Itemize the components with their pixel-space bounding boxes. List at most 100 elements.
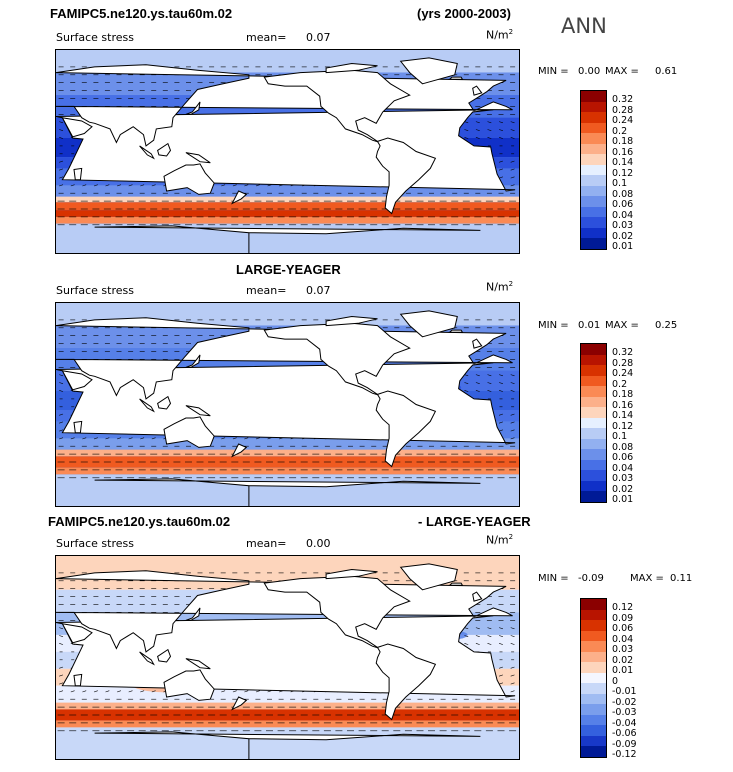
years-label: (yrs 2000-2003) [417, 6, 511, 21]
colorbar-tick-label: 0.16 [612, 399, 634, 411]
panel3-min-value: -0.09 [578, 573, 604, 584]
panel1-map [55, 49, 520, 254]
colorbar-cell [581, 714, 606, 726]
stress-band [56, 702, 519, 710]
land-mass [56, 64, 513, 147]
colorbar-tick-label: -0.09 [612, 738, 637, 750]
land-mass [399, 310, 458, 338]
colorbar-tick-label: 0.02 [612, 230, 634, 242]
colorbar-cell [581, 683, 606, 695]
colorbar-tick-label: 0.08 [612, 441, 634, 453]
land-mass [163, 163, 215, 195]
colorbar-cell [581, 599, 606, 611]
land-mass [448, 329, 464, 333]
land-mass [399, 563, 458, 591]
land-mass [448, 582, 464, 586]
colorbar-cell [581, 375, 606, 387]
colorbar-tick-label: 0.12 [612, 602, 634, 613]
colorbar-tick-label: 0.2 [612, 125, 628, 137]
stress-band [56, 449, 519, 457]
land-mass [157, 648, 172, 663]
colorbar-cell [581, 133, 606, 145]
colorbar-cell [581, 672, 606, 684]
colorbar-tick-label: 0.03 [612, 473, 634, 485]
panel2-max-label: MAX = [605, 320, 639, 331]
land-mass [185, 658, 211, 670]
colorbar-tick-label: 0.06 [612, 199, 634, 211]
land-mass [325, 568, 378, 580]
colorbar-tick-label: 0 [612, 675, 619, 687]
panel3-mean-value: 0.00 [306, 537, 331, 550]
colorbar-cell [581, 693, 606, 705]
colorbar-tick-label: 0.1 [612, 178, 628, 190]
colorbar-tick-label: -0.03 [612, 707, 637, 719]
colorbar-tick-label: -0.12 [612, 749, 637, 761]
colorbar-tick-label: 0.1 [612, 431, 628, 443]
colorbar-cell [581, 196, 606, 208]
panel1-colorbar: 0.32 0.28 0.24 0.2 0.18 0.16 0.14 0.12 0.1 0.08 0.… [580, 90, 633, 252]
stress-band [56, 223, 519, 253]
colorbar-tick-label: 0.02 [612, 483, 634, 495]
land-mass [231, 696, 248, 711]
colorbar-tick-label: -0.04 [612, 717, 637, 729]
colorbar-tick-label: 0.18 [612, 136, 634, 148]
colorbar-cell [581, 630, 606, 642]
colorbar-tick-label: 0.32 [612, 347, 634, 358]
land-mass [73, 420, 83, 434]
stress-band [56, 303, 519, 326]
colorbar-cell [581, 227, 606, 239]
land-mass [73, 167, 83, 181]
colorbar-cell [581, 344, 606, 356]
panel2-mean-value: 0.07 [306, 284, 331, 297]
colorbar-tick-label: 0.28 [612, 357, 634, 369]
land-mass [263, 575, 411, 649]
colorbar-tick-label: 0.03 [612, 220, 634, 232]
colorbar-cell [581, 651, 606, 663]
colorbar-cell [581, 122, 606, 134]
land-mass [472, 338, 483, 349]
colorbar-cell [581, 491, 606, 503]
panel3-colorbar: 0.12 0.09 0.06 0.04 0.03 0.02 0.01 0 -0.01 -0.02-… [580, 598, 637, 760]
colorbar-tick-label: 0.06 [612, 452, 634, 464]
stress-band [56, 202, 519, 211]
colorbar-tick-label: -0.01 [612, 686, 637, 698]
colorbar-tick-label: 0.24 [612, 115, 634, 127]
land-mass [185, 152, 211, 164]
panel2-variable: Surface stress [56, 284, 134, 297]
land-mass [375, 390, 437, 468]
land-mass [263, 322, 411, 396]
colorbar-cell [581, 396, 606, 408]
colorbar-tick-label: 0.06 [612, 623, 634, 635]
colorbar-cell [581, 449, 606, 461]
land-mass [94, 731, 481, 759]
panel1-mean-label: mean= [246, 31, 287, 44]
colorbar-tick-label: 0.24 [612, 368, 634, 380]
colorbar-cell [581, 480, 606, 492]
panel2-max-value: 0.25 [655, 320, 678, 331]
colorbar-tick-label: -0.06 [612, 728, 637, 740]
colorbar-cell [581, 725, 606, 737]
colorbar-cell [581, 428, 606, 440]
colorbar-tick-label: -0.02 [612, 696, 637, 708]
stress-band [56, 185, 519, 197]
colorbar-cell [581, 438, 606, 450]
panel3-map [55, 555, 520, 760]
land-mass [185, 405, 211, 417]
colorbar-tick-label: 0.2 [612, 378, 628, 390]
colorbar-tick-label: 0.04 [612, 633, 634, 645]
land-mass [157, 395, 172, 410]
land-mass [185, 354, 201, 368]
panel3-max-value: 0.11 [670, 573, 693, 584]
colorbar-tick-label: 0.04 [612, 209, 634, 221]
land-mass [157, 142, 172, 157]
land-mass [139, 145, 155, 160]
colorbar-tick-label: 0.14 [612, 157, 634, 169]
colorbar-tick-label: 0.28 [612, 104, 634, 116]
land-mass [472, 85, 483, 96]
land-mass [448, 76, 464, 80]
colorbar-cell [581, 386, 606, 398]
panel1-max-label: MAX = [605, 66, 639, 77]
colorbar-cell [581, 735, 606, 747]
panel3-variable: Surface stress [56, 537, 134, 550]
panel2-map [55, 302, 520, 507]
